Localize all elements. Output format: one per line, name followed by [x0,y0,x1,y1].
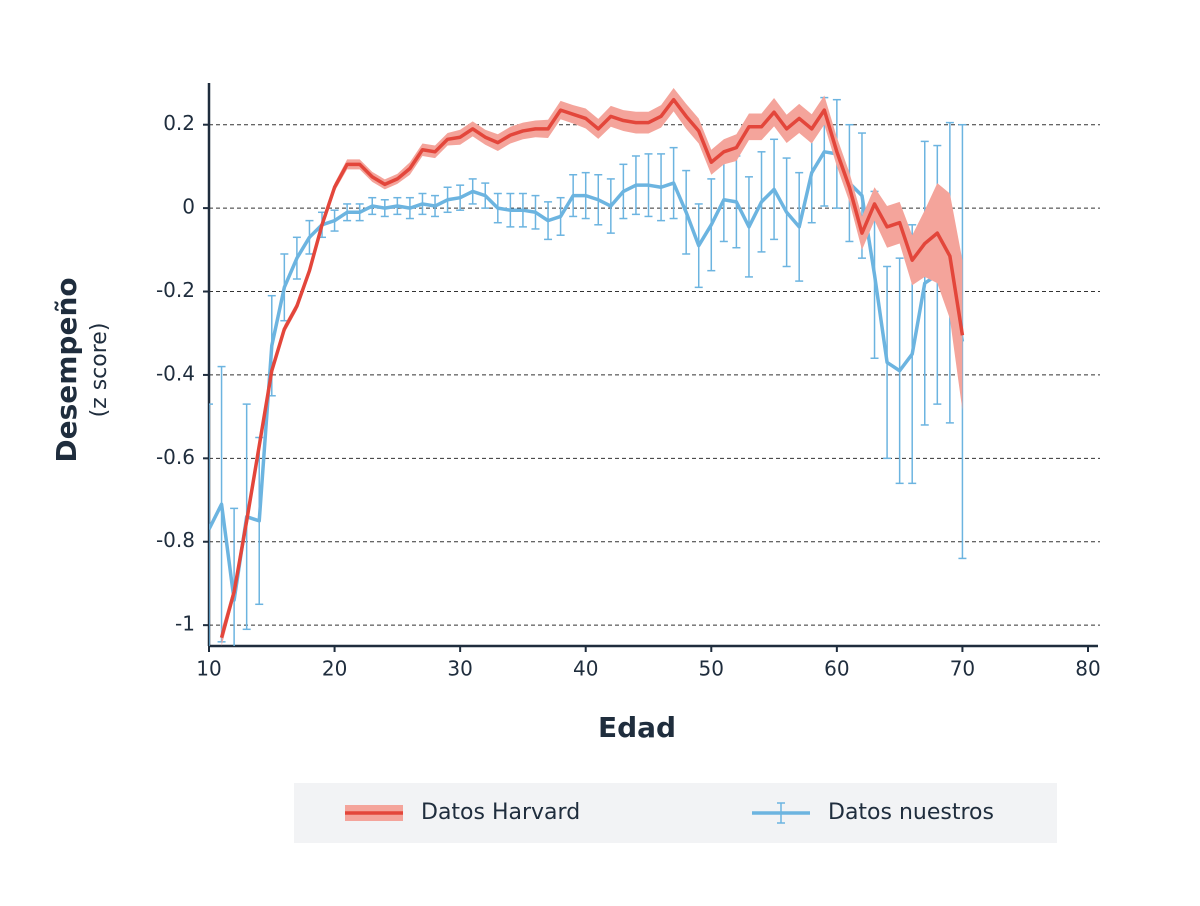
y-tick-label: -0.6 [156,445,195,469]
x-axis-label: Edad [598,711,676,744]
y-axis-note: (z score) [87,323,112,418]
y-tick-label: 0.2 [163,111,195,135]
x-tick-label: 10 [196,657,221,681]
line [219,97,965,639]
x-tick-label: 70 [950,657,975,681]
band [221,88,963,646]
y-tick-label: -0.2 [156,278,195,302]
y-tick-label: -0.8 [156,528,195,552]
y-tick-label: 0 [182,195,195,219]
x-tick-label: 20 [322,657,347,681]
x-tick-label: 60 [824,657,849,681]
y-tick-label: -1 [175,612,195,636]
x-tick-label: 30 [447,657,472,681]
y-axis-label: Desempeño [50,277,83,462]
legend-label: Datos nuestros [828,800,994,825]
x-tick-label: 40 [573,657,598,681]
legend-box [294,783,1057,843]
x-tick-label: 50 [699,657,724,681]
x-tick-label: 80 [1075,657,1100,681]
y-tick-label: -0.4 [156,361,195,385]
legend-label: Datos Harvard [421,800,580,825]
